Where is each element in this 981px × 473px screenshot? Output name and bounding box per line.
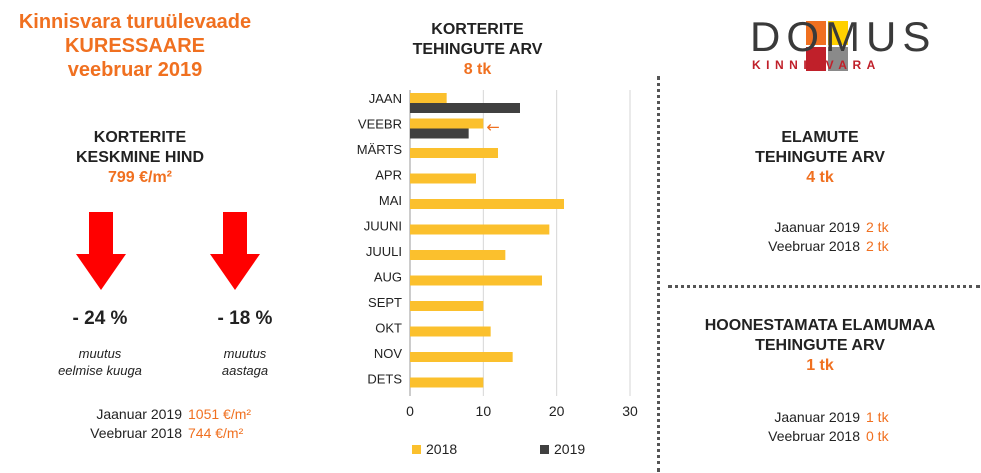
land-deals-title-line1: HOONESTAMATA ELAMUMAA bbox=[704, 317, 936, 334]
bar-2018 bbox=[410, 93, 447, 103]
comparison-label: Jaanuar 2019 bbox=[96, 406, 182, 422]
down-arrow-icon bbox=[210, 212, 260, 290]
category-label: DETS bbox=[367, 372, 402, 387]
bar-2018 bbox=[410, 199, 564, 209]
bar-2019 bbox=[410, 128, 469, 139]
comparison-value: 0 tk bbox=[866, 428, 889, 444]
apartment-deals-chart: 0 10 20 30 JAAN VEEBR ← MÄRTS APR MAI JUUNI JUULI AU… bbox=[357, 90, 638, 457]
x-tick-label: 30 bbox=[622, 403, 638, 419]
comparison-value: 2 tk bbox=[866, 219, 889, 235]
bar-2018 bbox=[410, 377, 484, 388]
caption-line: eelmise kuuga bbox=[58, 363, 142, 378]
bar-2018 bbox=[410, 275, 542, 286]
comparison-value: 1051 €/m² bbox=[188, 406, 252, 422]
horizontal-divider bbox=[668, 285, 980, 288]
apartment-deals-title-line2: TEHINGUTE ARV bbox=[412, 41, 543, 58]
house-comparison: Jaanuar 2019 2 tk Veebruar 2018 2 tk bbox=[720, 218, 889, 256]
category-label: JUULI bbox=[366, 244, 402, 259]
category-label: VEEBR bbox=[358, 117, 402, 132]
comparison-value: 2 tk bbox=[866, 238, 889, 254]
category-label: NOV bbox=[374, 346, 403, 361]
bar-2018 bbox=[410, 224, 550, 235]
category-label: MAI bbox=[379, 193, 402, 208]
bar-2018 bbox=[410, 352, 513, 362]
monthly-change-caption: muutus eelmise kuuga bbox=[20, 345, 180, 379]
caption-line: muutus bbox=[78, 346, 122, 361]
yearly-change-value: - 18 % bbox=[217, 308, 273, 329]
bar-2018 bbox=[410, 148, 498, 158]
monthly-change-value: - 24 % bbox=[72, 308, 128, 329]
x-tick-label: 10 bbox=[476, 403, 492, 419]
caption-line: muutus bbox=[223, 346, 267, 361]
bar-2018 bbox=[410, 301, 484, 311]
vertical-divider bbox=[657, 76, 660, 472]
bar-2018 bbox=[410, 326, 491, 337]
legend-swatch-2019 bbox=[540, 445, 549, 454]
bar-2018 bbox=[410, 173, 476, 184]
apartment-deals-block: KORTERITE TEHINGUTE ARV 8 tk bbox=[390, 20, 565, 80]
house-deals-title-line1: ELAMUTE bbox=[781, 129, 859, 146]
domus-logo-icon bbox=[806, 21, 848, 71]
comparison-label: Veebruar 2018 bbox=[768, 238, 860, 254]
land-comparison: Jaanuar 2019 1 tk Veebruar 2018 0 tk bbox=[720, 408, 889, 446]
legend-label-2018: 2018 bbox=[426, 441, 457, 457]
apartment-price-value: 799 €/m² bbox=[107, 169, 173, 186]
comparison-label: Jaanuar 2019 bbox=[774, 409, 860, 425]
comparison-row: Jaanuar 2019 2 tk bbox=[720, 218, 889, 237]
land-deals-title-line2: TEHINGUTE ARV bbox=[755, 337, 885, 354]
comparison-row: Veebruar 2018 2 tk bbox=[720, 237, 889, 256]
comparison-label: Veebruar 2018 bbox=[768, 428, 860, 444]
logo-wordmark: DOMUS bbox=[750, 13, 937, 60]
bar-2018 bbox=[410, 250, 506, 260]
category-label: APR bbox=[375, 168, 402, 183]
comparison-value: 1 tk bbox=[866, 409, 889, 425]
report-title-line1: Kinnisvara turuülevaade bbox=[18, 11, 252, 33]
comparison-row: Veebruar 2018 744 €/m² bbox=[30, 424, 251, 443]
down-arrow-icon bbox=[76, 212, 126, 290]
category-label: JAAN bbox=[369, 91, 402, 106]
comparison-label: Jaanuar 2019 bbox=[774, 219, 860, 235]
comparison-row: Jaanuar 2019 1 tk bbox=[720, 408, 889, 427]
comparison-row: Veebruar 2018 0 tk bbox=[720, 427, 889, 446]
comparison-label: Veebruar 2018 bbox=[90, 425, 182, 441]
apartment-deals-title-line1: KORTERITE bbox=[431, 21, 524, 38]
price-comparison: Jaanuar 2019 1051 €/m² Veebruar 2018 744 €… bbox=[30, 405, 251, 443]
x-tick-label: 20 bbox=[549, 403, 565, 419]
house-deals-block: ELAMUTE TEHINGUTE ARV 4 tk bbox=[670, 128, 970, 188]
category-label: SEPT bbox=[368, 295, 402, 310]
land-deals-block: HOONESTAMATA ELAMUMAA TEHINGUTE ARV 1 tk bbox=[670, 316, 970, 376]
category-label: JUUNI bbox=[364, 219, 402, 234]
land-deals-value: 1 tk bbox=[806, 357, 834, 374]
house-deals-title-line2: TEHINGUTE ARV bbox=[755, 149, 885, 166]
house-deals-value: 4 tk bbox=[806, 169, 834, 186]
apartment-deals-value: 8 tk bbox=[463, 61, 492, 78]
logo-subtitle: KINNISVARA bbox=[752, 58, 881, 72]
report-title: Kinnisvara turuülevaade KURESSAARE veebr… bbox=[0, 10, 270, 82]
bar-2018 bbox=[410, 118, 484, 129]
caption-line: aastaga bbox=[221, 363, 269, 378]
report-period: veebruar 2019 bbox=[67, 59, 203, 81]
apartment-price-title-line2: KESKMINE HIND bbox=[75, 149, 204, 166]
yearly-change-caption: muutus aastaga bbox=[165, 345, 325, 379]
annotation-arrow-icon: ← bbox=[486, 118, 499, 137]
legend-swatch-2018 bbox=[412, 445, 421, 454]
report-city: KURESSAARE bbox=[64, 35, 206, 57]
legend-label-2019: 2019 bbox=[554, 441, 585, 457]
apartment-price-title-line1: KORTERITE bbox=[93, 129, 187, 146]
category-label: AUG bbox=[374, 270, 402, 285]
comparison-value: 744 €/m² bbox=[188, 425, 244, 441]
x-tick-label: 0 bbox=[406, 403, 414, 419]
comparison-row: Jaanuar 2019 1051 €/m² bbox=[30, 405, 251, 424]
category-label: OKT bbox=[375, 321, 402, 336]
bar-2019 bbox=[410, 103, 520, 113]
apartment-price-block: KORTERITE KESKMINE HIND 799 €/m² bbox=[40, 128, 240, 188]
category-label: MÄRTS bbox=[357, 142, 403, 157]
